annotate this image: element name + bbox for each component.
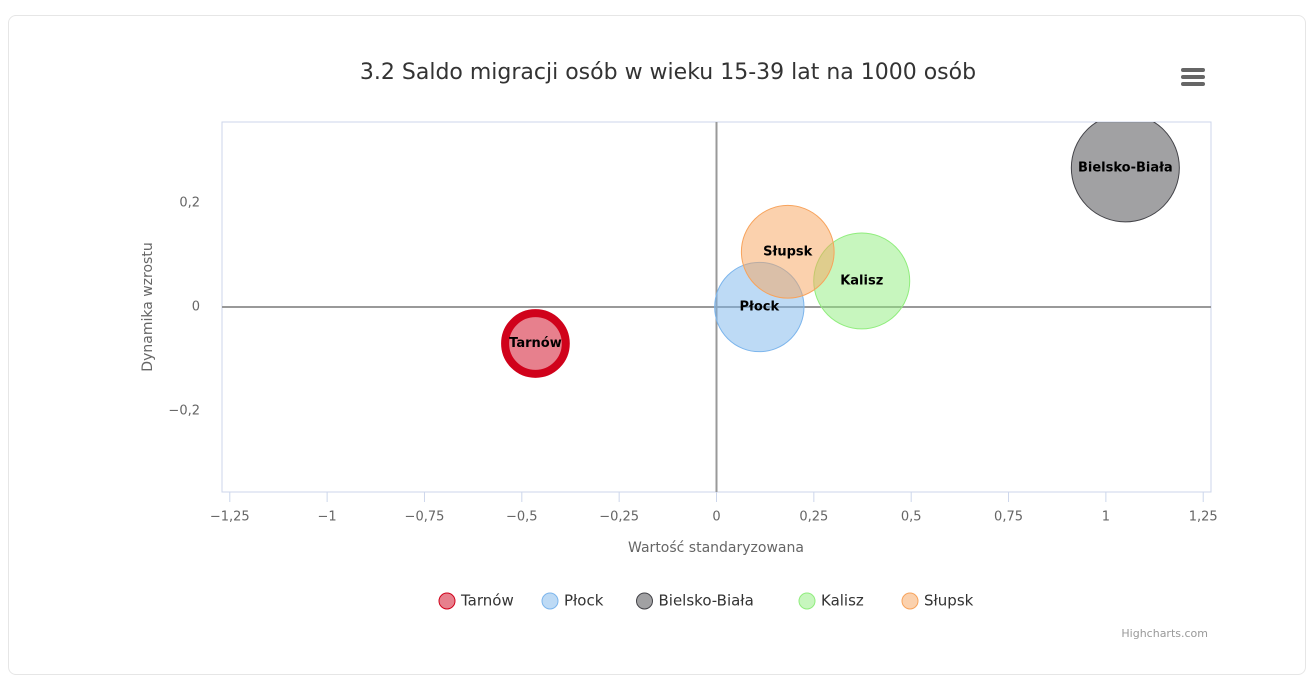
legend-label: Kalisz (821, 592, 864, 610)
legend-label: Bielsko-Biała (659, 592, 754, 610)
legend-item[interactable]: Płock (541, 592, 604, 610)
x-tick-label: −0,25 (599, 510, 639, 525)
y-tick-label: −0,2 (168, 404, 200, 419)
bubble (501, 309, 570, 378)
bubble (740, 204, 835, 299)
x-axis-title: Wartość standaryzowana (628, 540, 804, 556)
x-tick-label: −0,75 (405, 510, 445, 525)
menu-button[interactable] (1181, 68, 1205, 86)
data-label: Kalisz (840, 273, 883, 288)
x-tick-label: −1 (318, 510, 337, 525)
legend-label: Tarnów (460, 592, 514, 610)
x-tick-label: −0,5 (506, 510, 538, 525)
x-tick-label: −1,25 (210, 510, 250, 525)
x-tick-label: 1,25 (1189, 510, 1218, 525)
x-tick-label: 0,75 (994, 510, 1023, 525)
data-label: Bielsko-Biała (1078, 160, 1173, 175)
credits[interactable]: Highcharts.com (1121, 627, 1208, 640)
data-label: Słupsk (763, 244, 812, 259)
chart-title: 3.2 Saldo migracji osób w wieku 15-39 la… (360, 60, 976, 85)
legend-symbol (798, 592, 816, 610)
legend-label: Płock (564, 592, 604, 610)
legend-label: Słupsk (924, 592, 974, 610)
bubble (1070, 122, 1180, 223)
legend-symbol (541, 592, 559, 610)
x-tick-label: 0,5 (901, 510, 922, 525)
y-tick-label: 0,2 (179, 195, 200, 210)
y-axis-title: Dynamika wzrostu (140, 242, 156, 371)
x-tick-label: 1 (1102, 510, 1110, 525)
legend-symbol (438, 592, 456, 610)
bubbles (501, 122, 1180, 378)
x-tick-label: 0 (712, 510, 720, 525)
legend-symbol (636, 592, 653, 610)
legend-item[interactable]: Kalisz (798, 592, 864, 610)
legend-symbol (901, 592, 919, 610)
legend-item[interactable]: Bielsko-Biała (636, 592, 754, 610)
x-tick-label: 0,25 (799, 510, 828, 525)
legend-item[interactable]: Tarnów (438, 592, 514, 610)
legend-item[interactable]: Słupsk (901, 592, 974, 610)
data-label: Płock (740, 300, 780, 315)
data-label: Tarnów (509, 336, 562, 351)
y-tick-label: 0 (192, 300, 200, 315)
